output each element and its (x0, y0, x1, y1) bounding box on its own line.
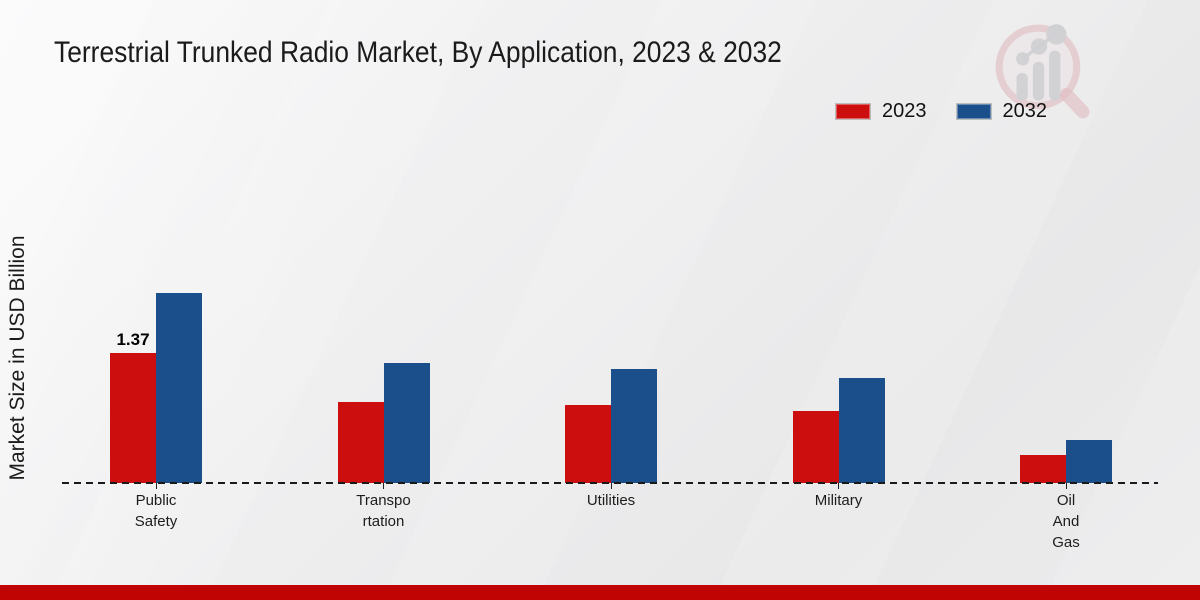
bar-2032-public-safety (156, 293, 202, 483)
bar-2023-transportation (337, 402, 384, 483)
x-label-public-safety: Public Safety (134, 492, 178, 530)
x-tick-military (838, 483, 839, 489)
bar-2032-utilities (611, 369, 657, 483)
bar-2023-military (792, 411, 839, 483)
bar-value-label-public-safety-2023: 1.37 (116, 329, 150, 349)
bar-2023-oil-and-gas (1020, 455, 1066, 483)
legend-label-2023: 2023 (882, 100, 927, 122)
x-tick-transportation (383, 483, 384, 489)
x-axis-baseline (62, 482, 1158, 484)
magnifier-bar-chart-logo-icon (995, 24, 1090, 119)
x-tick-public-safety (155, 483, 157, 489)
legend-item-2023: 2023 (836, 100, 927, 123)
legend: 2023 2032 (836, 100, 1047, 123)
x-label-military: Military (814, 492, 863, 509)
bar-2023-public-safety (110, 353, 156, 483)
bar-2023-utilities (565, 405, 611, 483)
x-label-utilities: Utilities (586, 492, 636, 509)
legend-swatch-2032 (956, 104, 991, 119)
legend-label-2032: 2032 (1002, 100, 1048, 122)
bar-2032-transportation (383, 363, 430, 483)
legend-item-2032: 2032 (956, 100, 1048, 123)
x-label-transportation: Transpo rtation (356, 492, 411, 530)
x-tick-utilities (610, 483, 612, 489)
legend-swatch-2023 (836, 104, 870, 119)
x-label-oil-and-gas: Oil And Gas (1052, 492, 1080, 551)
bar-2032-military (838, 378, 885, 483)
chart-title: Terrestrial Trunked Radio Market, By App… (54, 36, 782, 69)
bar-2032-oil-and-gas (1066, 440, 1112, 483)
x-tick-oil-and-gas (1065, 483, 1067, 489)
footer-bar (0, 585, 1200, 600)
